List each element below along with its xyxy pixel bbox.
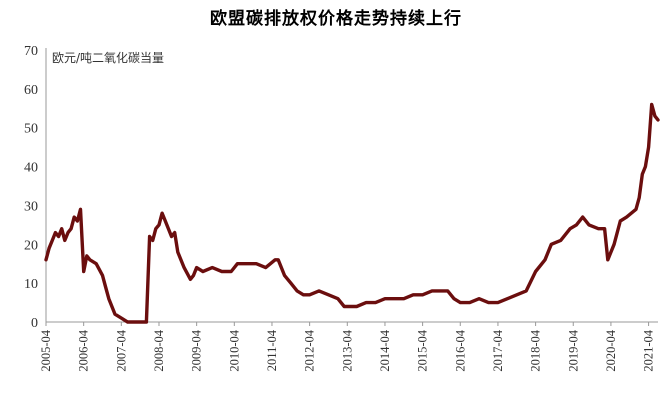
x-tick-label: 2010-04 xyxy=(227,329,241,371)
y-tick-label: 0 xyxy=(31,316,38,331)
x-tick-label: 2009-04 xyxy=(190,329,204,371)
x-tick-label: 2008-04 xyxy=(152,329,166,371)
x-tick-label: 2006-04 xyxy=(77,329,91,371)
x-tick-label: 2012-04 xyxy=(303,329,317,371)
x-tick-label: 2020-04 xyxy=(604,329,618,371)
series-group xyxy=(44,102,660,324)
x-tick-label: 2014-04 xyxy=(378,329,392,371)
y-tick-label: 50 xyxy=(24,122,38,137)
x-tick-label: 2013-04 xyxy=(340,329,354,371)
y-unit-label: 欧元/吨二氧化碳当量 xyxy=(52,51,164,65)
y-axis: 0 10 20 30 40 50 60 70 xyxy=(24,44,47,331)
y-tick-label: 40 xyxy=(24,161,38,176)
x-tick-label: 2011-04 xyxy=(265,329,279,371)
price-series-line xyxy=(44,102,660,324)
x-axis: 2005-04 2006-04 2007-04 2008-04 2009-04 2010-… xyxy=(39,321,658,372)
y-tick-label: 20 xyxy=(24,238,38,253)
y-tick-label: 60 xyxy=(24,83,38,98)
x-tick-label: 2017-04 xyxy=(491,329,505,371)
y-tick-label: 10 xyxy=(24,277,38,292)
y-tick-label: 70 xyxy=(24,44,38,59)
x-tick-label: 2021-04 xyxy=(642,329,656,371)
x-tick-label: 2007-04 xyxy=(114,329,128,371)
y-tick-label: 30 xyxy=(24,199,38,214)
x-tick-label: 2005-04 xyxy=(39,329,53,371)
x-tick-label: 2015-04 xyxy=(416,329,430,371)
chart-title: 欧盟碳排放权价格走势持续上行 xyxy=(210,9,462,29)
x-tick-label: 2018-04 xyxy=(529,329,543,371)
x-tick-label: 2019-04 xyxy=(566,329,580,371)
x-tick-label: 2016-04 xyxy=(453,329,467,371)
